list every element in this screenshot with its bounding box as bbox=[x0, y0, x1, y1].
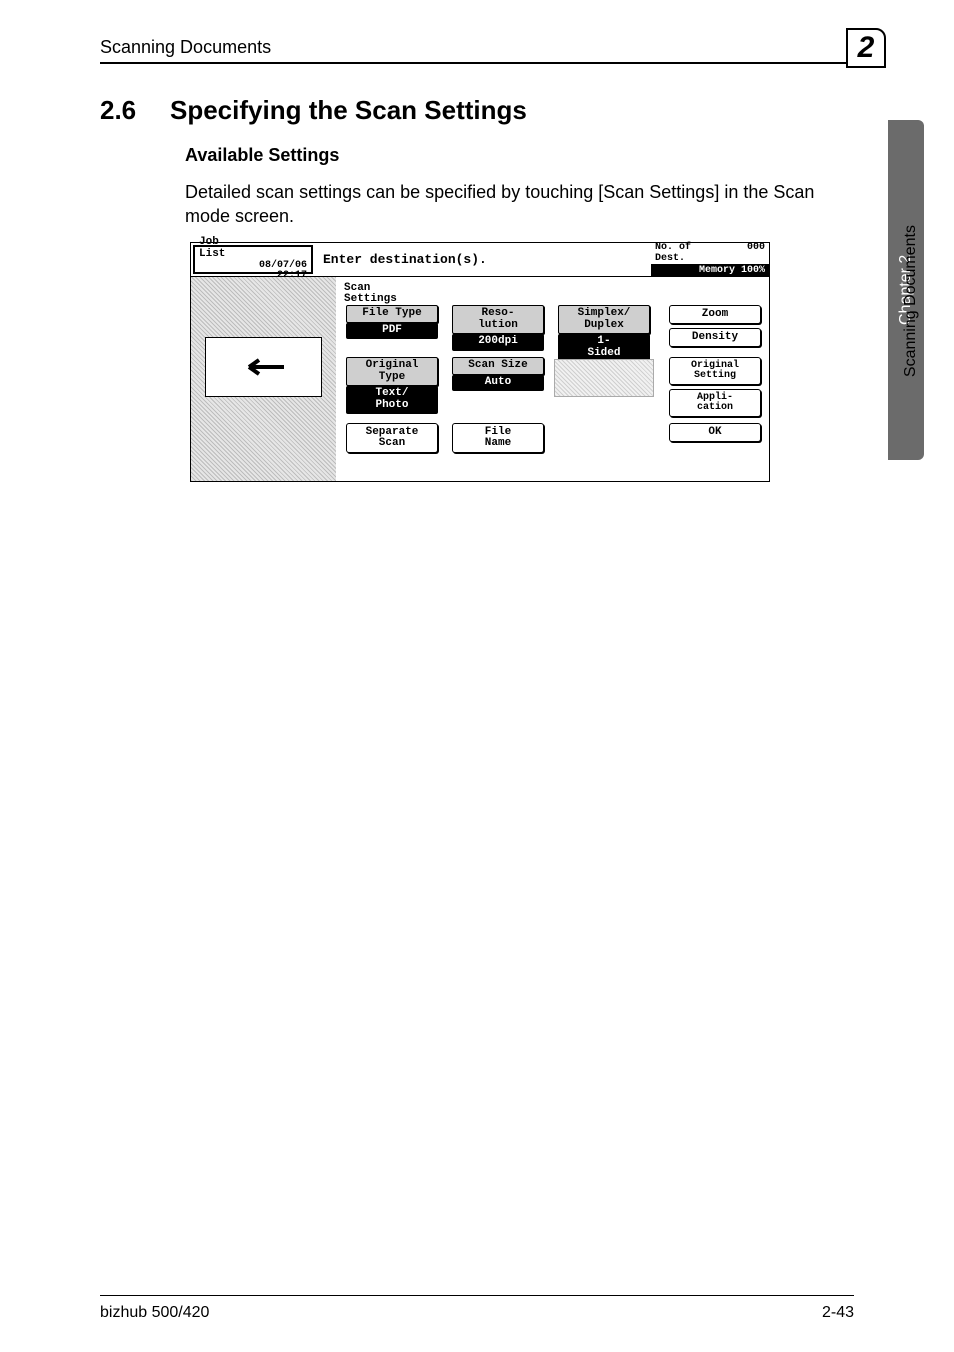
dest-status: No. of Dest. 000 Memory 100% bbox=[651, 243, 769, 276]
file-name-button[interactable]: File Name bbox=[452, 423, 544, 453]
resolution-header[interactable]: Reso- lution bbox=[452, 305, 544, 334]
running-header: Scanning Documents bbox=[100, 37, 271, 62]
job-list-button[interactable]: Job List 08/07/06 22:17 bbox=[193, 245, 313, 274]
dest-count: 000 bbox=[747, 242, 765, 264]
screenshot-leftpanel bbox=[191, 277, 336, 481]
chapter-number-badge: 2 bbox=[846, 28, 886, 68]
body-paragraph: Detailed scan settings can be specified … bbox=[185, 180, 854, 229]
orientation-preview bbox=[205, 337, 322, 397]
section-number: 2.6 bbox=[100, 95, 170, 126]
original-setting-button[interactable]: Original Setting bbox=[669, 357, 761, 385]
original-type-value[interactable]: Text/ Photo bbox=[346, 386, 438, 414]
memory-status: Memory 100% bbox=[651, 264, 769, 277]
scan-settings-label: Scan Settings bbox=[344, 283, 761, 305]
application-button[interactable]: Appli- cation bbox=[669, 389, 761, 417]
scan-size-header[interactable]: Scan Size bbox=[452, 357, 544, 375]
section-title: Specifying the Scan Settings bbox=[170, 95, 527, 125]
duplex-header[interactable]: Simplex/ Duplex bbox=[558, 305, 650, 334]
job-list-label: Job List bbox=[199, 237, 311, 260]
prompt-text: Enter destination(s). bbox=[315, 243, 651, 276]
density-button[interactable]: Density bbox=[669, 328, 761, 347]
zoom-button[interactable]: Zoom bbox=[669, 305, 761, 324]
footer-rule bbox=[100, 1295, 854, 1296]
scan-size-value[interactable]: Auto bbox=[452, 375, 544, 392]
side-section-label: Scanning Documents bbox=[902, 225, 920, 377]
footer-model: bizhub 500/420 bbox=[100, 1304, 209, 1322]
original-type-header[interactable]: Original Type bbox=[346, 357, 438, 386]
subsection-heading: Available Settings bbox=[185, 145, 339, 166]
scan-settings-screenshot: Job List 08/07/06 22:17 Enter destinatio… bbox=[190, 242, 770, 482]
disabled-area bbox=[554, 359, 654, 397]
dest-label: No. of Dest. bbox=[655, 242, 691, 264]
file-type-header[interactable]: File Type bbox=[346, 305, 438, 323]
screenshot-rightpanel: Scan Settings File Type PDF Reso- lution… bbox=[336, 277, 769, 481]
screenshot-topbar: Job List 08/07/06 22:17 Enter destinatio… bbox=[191, 243, 769, 277]
separate-scan-button[interactable]: Separate Scan bbox=[346, 423, 438, 453]
ok-button[interactable]: OK bbox=[669, 423, 761, 442]
footer-page: 2-43 bbox=[822, 1304, 854, 1322]
duplex-value[interactable]: 1- Sided bbox=[558, 334, 650, 362]
resolution-value[interactable]: 200dpi bbox=[452, 334, 544, 351]
file-type-value[interactable]: PDF bbox=[346, 323, 438, 340]
section-heading: 2.6Specifying the Scan Settings bbox=[100, 95, 854, 126]
